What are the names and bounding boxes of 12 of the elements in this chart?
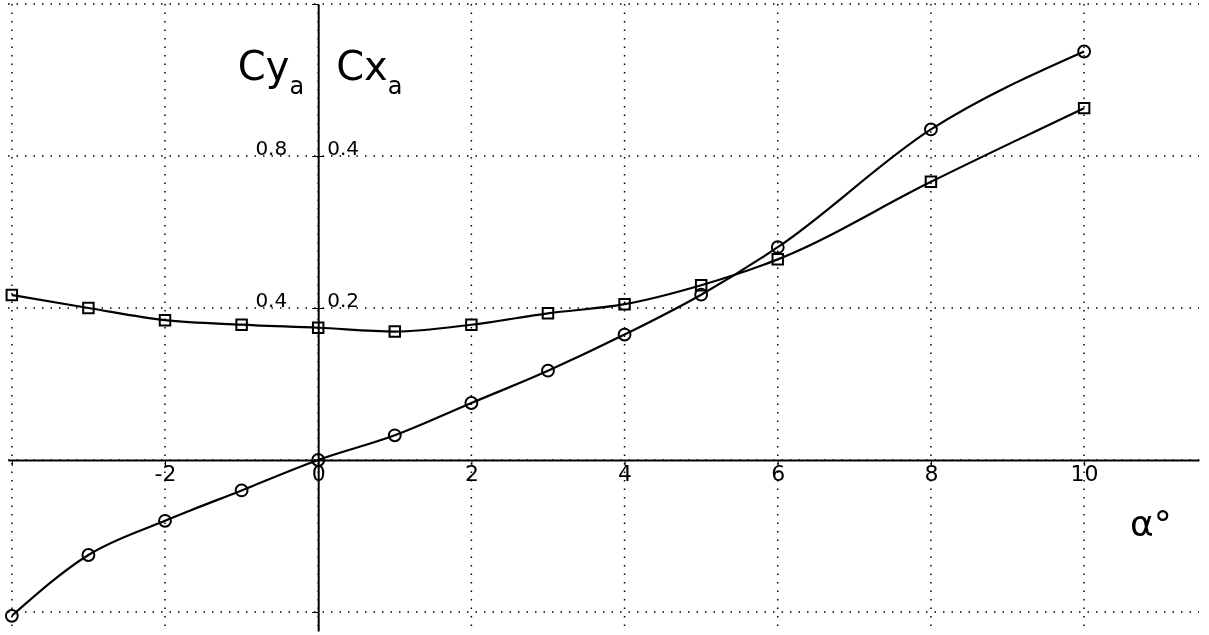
x-tick-label: 8	[924, 461, 939, 486]
y2-tick-label: 0.4	[327, 135, 360, 160]
y-axis-title: Cy$_{a}$	[237, 43, 305, 100]
y-tick-label: 0.8	[255, 135, 288, 160]
y2-axis-title: Cx$_{a}$	[336, 43, 403, 100]
x-tick-label: 2	[464, 461, 479, 486]
x-tick-label: 10	[1070, 461, 1099, 486]
x-tick-label: -2	[154, 461, 177, 486]
x-tick-label: 4	[618, 461, 633, 486]
y2-tick-label: 0.2	[327, 287, 360, 312]
x-axis-title: α°	[1130, 503, 1172, 544]
x-tick-label: 6	[771, 461, 786, 486]
